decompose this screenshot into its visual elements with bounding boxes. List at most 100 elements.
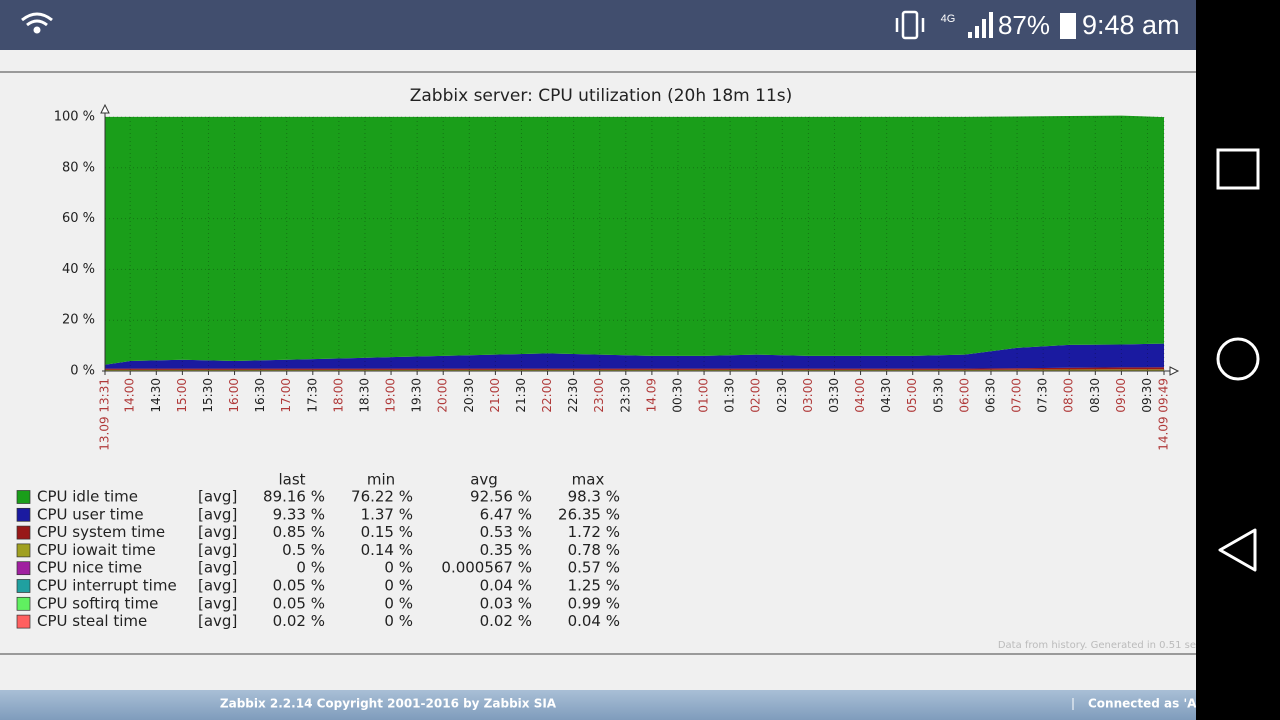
legend-stat: 0 % <box>384 612 413 630</box>
legend-name: CPU steal time <box>37 612 147 630</box>
generated-note: Data from history. Generated in 0.51 se <box>998 640 1196 651</box>
legend-name: CPU idle time <box>37 488 138 506</box>
footer <box>0 690 1196 720</box>
legend-stat: 0.14 % <box>361 541 413 559</box>
x-tick-label: 17:00 <box>279 378 293 413</box>
x-tick-label: 21:30 <box>514 378 528 413</box>
signal-icon <box>968 12 993 38</box>
x-tick-label: 00:30 <box>670 378 684 413</box>
legend-stat: 0.03 % <box>480 594 532 612</box>
x-tick-label: 20:00 <box>436 378 450 413</box>
legend-stat: 0 % <box>384 594 413 612</box>
vibrate-icon <box>895 10 925 40</box>
legend-swatch <box>16 490 31 504</box>
legend-stat: 0.78 % <box>568 541 620 559</box>
x-tick-label: 23:30 <box>618 378 632 413</box>
legend-name: CPU nice time <box>37 559 142 577</box>
legend-stat: 0 % <box>296 559 325 577</box>
x-tick-label: 16:30 <box>253 378 267 413</box>
x-tick-label: 03:30 <box>827 378 841 413</box>
legend-stat: 0.04 % <box>480 577 532 595</box>
x-tick-label: 23:00 <box>592 378 606 413</box>
x-tick-label: 08:00 <box>1062 378 1076 413</box>
legend-func: [avg] <box>198 577 237 595</box>
legend-swatch <box>16 543 31 558</box>
connected-user: Connected as 'Adm <box>1088 697 1218 711</box>
legend-name: CPU interrupt time <box>37 577 177 595</box>
legend-stat: 26.35 % <box>558 505 620 523</box>
legend-stat: 0.35 % <box>480 541 532 559</box>
x-tick-label: 20:30 <box>462 378 476 413</box>
chart-title: Zabbix server: CPU utilization (20h 18m … <box>410 86 793 106</box>
wifi-icon <box>21 12 53 34</box>
x-tick-label: 18:00 <box>331 378 345 413</box>
legend-stat: 0.5 % <box>282 541 325 559</box>
legend-stat: 0.53 % <box>480 523 532 541</box>
legend-name: CPU softirq time <box>37 594 158 612</box>
legend-stat: 0 % <box>384 577 413 595</box>
legend-header: max <box>572 471 605 489</box>
status-bar <box>0 0 1196 50</box>
x-tick-label: 21:00 <box>488 378 502 413</box>
legend-swatch <box>16 507 31 522</box>
legend-name: CPU iowait time <box>37 541 156 559</box>
legend-stat: 0.15 % <box>361 523 413 541</box>
legend-name: CPU system time <box>37 523 165 541</box>
x-tick-label: 14:30 <box>149 378 163 413</box>
legend-stat: 9.33 % <box>273 505 325 523</box>
legend-stat: 0.05 % <box>273 594 325 612</box>
legend-stat: 98.3 % <box>568 488 620 506</box>
legend-swatch <box>16 561 31 576</box>
x-tick-label: 08:30 <box>1088 378 1102 413</box>
legend-swatch <box>16 614 31 629</box>
home-button[interactable] <box>1216 337 1260 381</box>
area <box>105 115 1164 365</box>
x-tick-label: 07:30 <box>1036 378 1050 413</box>
legend-func: [avg] <box>198 505 237 523</box>
clock: 9:48 am <box>1082 10 1180 40</box>
legend-name: CPU user time <box>37 505 144 523</box>
x-tick-label: 14:00 <box>123 378 137 413</box>
legend-stat: 1.25 % <box>568 577 620 595</box>
legend-stat: 6.47 % <box>480 505 532 523</box>
battery-icon <box>1060 13 1076 39</box>
x-tick-label: 01:30 <box>723 378 737 413</box>
x-tick-label: 09:00 <box>1114 378 1128 413</box>
x-tick-label: 06:30 <box>983 378 997 413</box>
legend-stat: 0.57 % <box>568 559 620 577</box>
legend-stat: 1.37 % <box>361 505 413 523</box>
x-tick-label: 22:30 <box>566 378 580 413</box>
x-tick-label: 09:30 <box>1140 378 1154 413</box>
legend-func: [avg] <box>198 612 237 630</box>
x-tick-label: 17:30 <box>305 378 319 413</box>
y-tick-label: 0 % <box>70 364 95 379</box>
legend-func: [avg] <box>198 559 237 577</box>
back-button[interactable] <box>1218 528 1257 572</box>
recents-button[interactable] <box>1216 148 1260 190</box>
x-tick-label: 13.09 13:31 <box>98 378 112 451</box>
legend-stat: 76.22 % <box>351 488 413 506</box>
y-axis-arrow <box>100 103 110 114</box>
copyright: Zabbix 2.2.14 Copyright 2001-2016 by Zab… <box>220 697 557 711</box>
legend-header: min <box>367 471 395 489</box>
x-tick-label: 02:00 <box>749 378 763 413</box>
area <box>105 343 1164 369</box>
y-tick-label: 20 % <box>62 313 95 328</box>
legend-stat: 92.56 % <box>470 488 532 506</box>
legend-stat: 0 % <box>384 559 413 577</box>
legend-func: [avg] <box>198 488 237 506</box>
x-tick-label: 04:00 <box>853 378 867 413</box>
x-tick-label: 22:00 <box>540 378 554 413</box>
network-type: 4G <box>941 13 956 25</box>
x-tick-label: 04:30 <box>879 378 893 413</box>
x-tick-label: 19:00 <box>384 378 398 413</box>
legend-swatch <box>16 579 31 593</box>
legend-stat: 0.85 % <box>273 523 325 541</box>
legend-func: [avg] <box>198 541 237 559</box>
x-tick-label: 19:30 <box>410 378 424 413</box>
y-tick-label: 60 % <box>62 211 95 226</box>
legend-func: [avg] <box>198 523 237 541</box>
y-tick-label: 80 % <box>62 160 95 175</box>
x-tick-label: 15:30 <box>201 378 215 413</box>
